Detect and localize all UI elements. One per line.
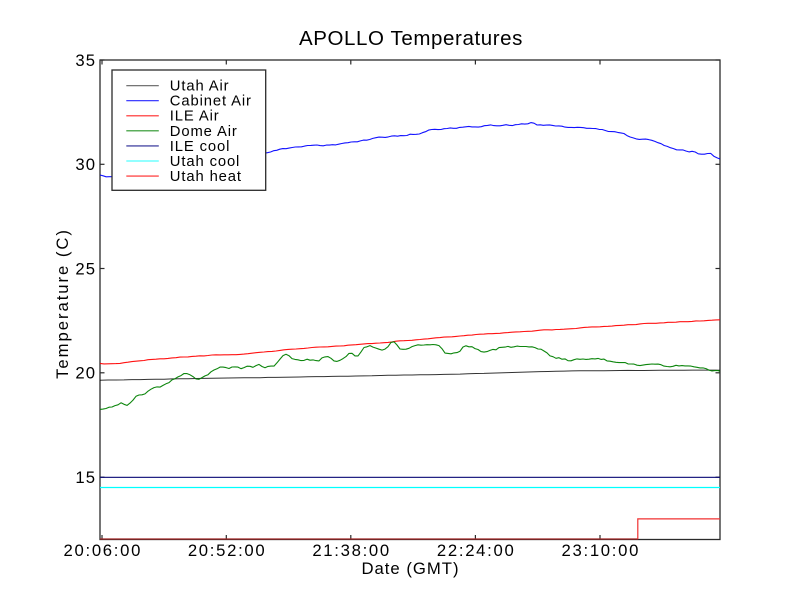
svg-text:25: 25 [75,259,96,278]
svg-text:20:06:00: 20:06:00 [64,541,143,560]
svg-text:30: 30 [75,155,96,174]
svg-text:Cabinet Air: Cabinet Air [170,94,252,110]
svg-text:Dome Air: Dome Air [170,124,238,140]
svg-text:Temperature (C): Temperature (C) [53,228,72,379]
svg-text:23:10:00: 23:10:00 [562,541,641,560]
svg-text:ILE cool: ILE cool [170,139,231,155]
svg-text:Date (GMT): Date (GMT) [361,559,459,578]
svg-text:22:24:00: 22:24:00 [437,541,516,560]
svg-text:APOLLO Temperatures: APOLLO Temperatures [299,27,523,50]
svg-text:21:38:00: 21:38:00 [312,541,391,560]
svg-text:20:52:00: 20:52:00 [188,541,267,560]
svg-text:Utah Air: Utah Air [170,79,230,95]
svg-text:20: 20 [75,364,96,383]
svg-text:15: 15 [75,468,96,487]
svg-text:Utah heat: Utah heat [170,169,242,185]
svg-text:ILE Air: ILE Air [170,109,220,125]
svg-text:Utah cool: Utah cool [170,154,240,170]
svg-text:35: 35 [75,51,96,70]
